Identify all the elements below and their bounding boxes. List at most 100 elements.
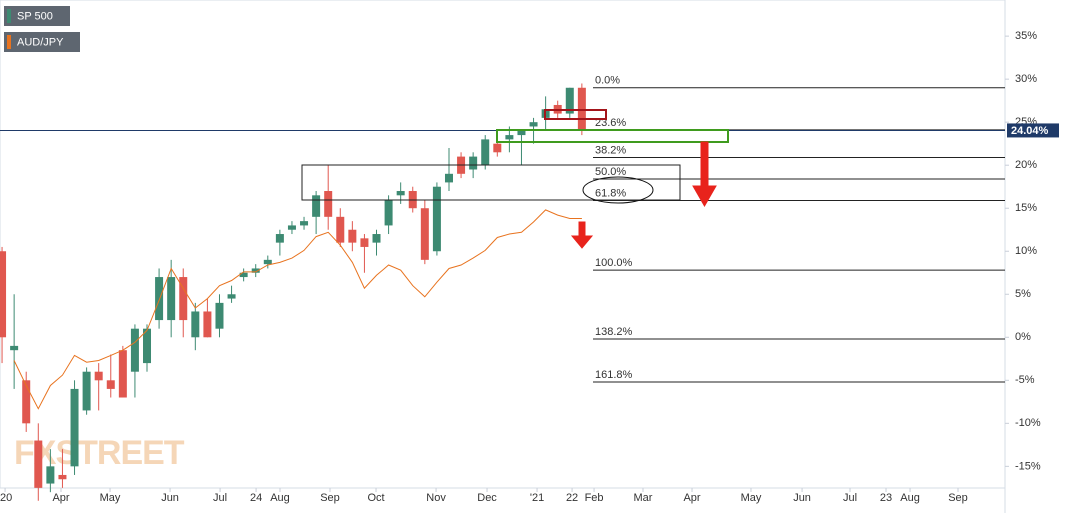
candle-body	[324, 191, 333, 217]
plot-area	[0, 0, 1006, 489]
x-tick-label: Oct	[367, 492, 384, 504]
x-tick-label: May	[741, 492, 762, 504]
y-tick-label: 30%	[1015, 73, 1037, 85]
x-tick-label: Feb	[585, 492, 604, 504]
zone-box	[301, 164, 681, 201]
y-tick-label: 15%	[1015, 202, 1037, 214]
fib-label: 38.2%	[595, 144, 626, 156]
candle-body	[469, 156, 478, 170]
x-tick-label: Jul	[843, 492, 857, 504]
candle-body	[58, 474, 67, 480]
candle-body	[263, 259, 272, 265]
fib-label: 100.0%	[595, 257, 633, 269]
x-tick-label: Mar	[634, 492, 653, 504]
legend-item[interactable]	[4, 32, 80, 52]
legend-label: AUD/JPY	[17, 36, 64, 48]
legend-swatch	[7, 9, 11, 23]
candle-body	[420, 208, 429, 260]
y-tick-label: -10%	[1015, 417, 1041, 429]
x-tick-label: 22	[566, 492, 578, 504]
y-tick-label: -5%	[1015, 374, 1035, 386]
line-series	[13, 209, 582, 410]
x-tick-label: Apr	[683, 492, 700, 504]
y-tick-label: 0%	[1015, 331, 1031, 343]
fib-label: 161.8%	[595, 369, 633, 381]
candle-body	[239, 272, 248, 278]
x-tick-label: Aug	[900, 492, 920, 504]
candle-body	[203, 311, 212, 338]
x-tick-label: 24	[250, 492, 262, 504]
arrow	[570, 221, 594, 249]
candle-body	[360, 238, 369, 247]
candle-body	[432, 186, 441, 252]
candle-body	[251, 268, 260, 273]
candle-body	[336, 216, 345, 243]
x-tick-label: Jun	[793, 492, 811, 504]
x-tick-label: Sep	[948, 492, 968, 504]
candle-body	[312, 195, 321, 217]
candle-body	[70, 388, 79, 467]
candle-body	[191, 311, 200, 338]
candle-body	[215, 302, 224, 329]
x-tick-label: Aug	[270, 492, 290, 504]
candle-body	[143, 328, 152, 364]
fib-label: 50.0%	[595, 166, 626, 178]
y-tick-label: -15%	[1015, 460, 1041, 472]
x-tick-label: Jun	[161, 492, 179, 504]
arrow	[692, 141, 717, 208]
fib-label: 61.8%	[595, 187, 626, 199]
candle-body	[275, 234, 284, 243]
candle-body	[155, 277, 164, 321]
candle-body	[167, 277, 176, 321]
legend-item[interactable]	[4, 6, 70, 26]
y-tick-label: 35%	[1015, 30, 1037, 42]
candle-body	[34, 440, 43, 488]
candle-body	[10, 345, 19, 351]
x-tick-label: Dec	[477, 492, 497, 504]
candle-body	[179, 277, 188, 321]
candle-body	[444, 173, 453, 183]
watermark: FXSTREET	[14, 434, 185, 472]
candle-body	[106, 380, 115, 389]
candle-body	[22, 380, 31, 424]
y-tick-label: 10%	[1015, 245, 1037, 257]
candle-body	[82, 371, 91, 411]
candle-body	[46, 466, 55, 484]
candle-body	[300, 221, 309, 226]
legend-label: SP 500	[17, 10, 53, 22]
candle-body	[94, 371, 103, 381]
candle-body	[493, 143, 502, 153]
candle-body	[227, 294, 236, 299]
candle-body	[287, 225, 296, 230]
y-tick-label: 5%	[1015, 288, 1031, 300]
x-tick-label: '20	[0, 492, 12, 504]
x-tick-label: May	[100, 492, 121, 504]
x-tick-label: Sep	[320, 492, 340, 504]
x-tick-label: 23	[880, 492, 892, 504]
y-tick-label: 20%	[1015, 159, 1037, 171]
x-tick-label: Nov	[426, 492, 446, 504]
candle-body	[118, 350, 127, 398]
candle-body	[372, 234, 381, 243]
marks: 0.0%23.6%38.2%50.0%61.8%100.0%138.2%161.…	[0, 75, 1005, 501]
candle-body	[384, 199, 393, 226]
legend: SP 500 AUD/JPY	[4, 6, 80, 52]
candle-body	[481, 139, 490, 166]
legend-swatch	[7, 35, 11, 49]
y-tick-label: 25%	[1015, 116, 1037, 128]
x-tick-label: Jul	[213, 492, 227, 504]
resistance-box	[544, 109, 607, 120]
support-box	[496, 129, 729, 143]
fib-label: 138.2%	[595, 326, 633, 338]
last-price-label: 24.04%	[1011, 125, 1049, 137]
candle-body	[565, 87, 574, 114]
candle-body	[505, 135, 514, 140]
candle-body	[348, 229, 357, 243]
candle-body	[396, 191, 405, 196]
candle-body	[529, 122, 538, 127]
candle-body	[517, 130, 526, 136]
fib-label: 0.0%	[595, 75, 620, 87]
x-tick-label: '21	[530, 492, 544, 504]
